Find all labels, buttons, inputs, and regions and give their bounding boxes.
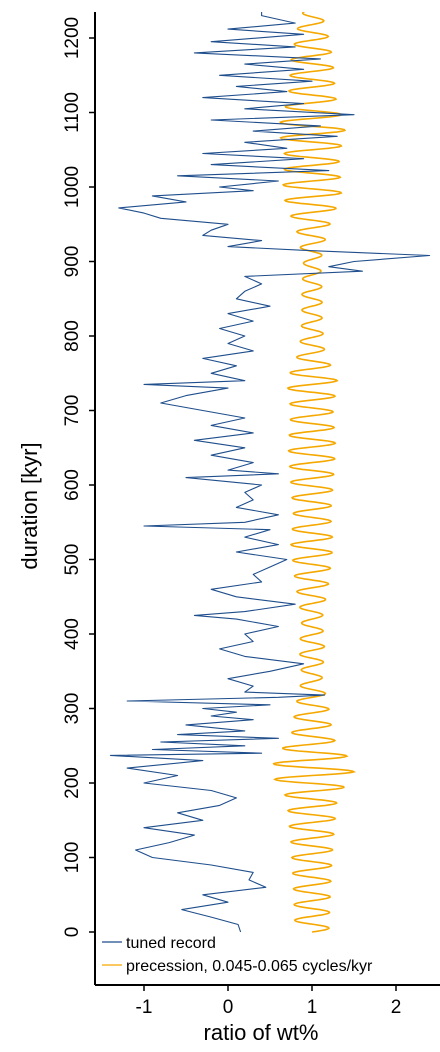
y-tick-label: 1100 — [62, 92, 83, 133]
y-axis-ticks: 0 100 200 300 400 500 600 700 800 900 1000 1100 1200 — [62, 17, 95, 937]
x-tick-label: -1 — [136, 997, 153, 1018]
y-tick-label: 0 — [62, 927, 83, 938]
y-tick-label: 100 — [62, 842, 83, 874]
y-axis-title: duration [kyr] — [17, 442, 42, 569]
x-tick-label: 1 — [307, 997, 318, 1018]
legend-label-tuned-record: tuned record — [126, 935, 216, 952]
y-tick-label: 1000 — [62, 166, 83, 208]
y-tick-label: 1200 — [62, 17, 83, 59]
series-line-tuned-record — [109, 12, 431, 933]
y-tick-label: 700 — [62, 395, 83, 427]
series-line-precession — [272, 12, 357, 933]
y-tick-label: 600 — [62, 469, 83, 501]
x-tick-label: 2 — [391, 997, 402, 1018]
legend: tuned record precession, 0.045-0.065 cyc… — [102, 935, 373, 975]
plot-area — [109, 12, 431, 933]
x-axis-ticks: -1 0 1 2 — [136, 985, 402, 1018]
x-tick-label: 0 — [223, 997, 234, 1018]
y-tick-label: 800 — [62, 320, 83, 352]
x-axis-title: ratio of wt% — [204, 1020, 319, 1045]
y-tick-label: 200 — [62, 767, 83, 799]
y-tick-label: 400 — [62, 618, 83, 650]
y-tick-label: 500 — [62, 544, 83, 576]
legend-label-precession: precession, 0.045-0.065 cycles/kyr — [126, 958, 373, 975]
series-layer — [109, 12, 431, 933]
y-tick-label: 900 — [62, 246, 83, 278]
y-tick-label: 300 — [62, 693, 83, 725]
